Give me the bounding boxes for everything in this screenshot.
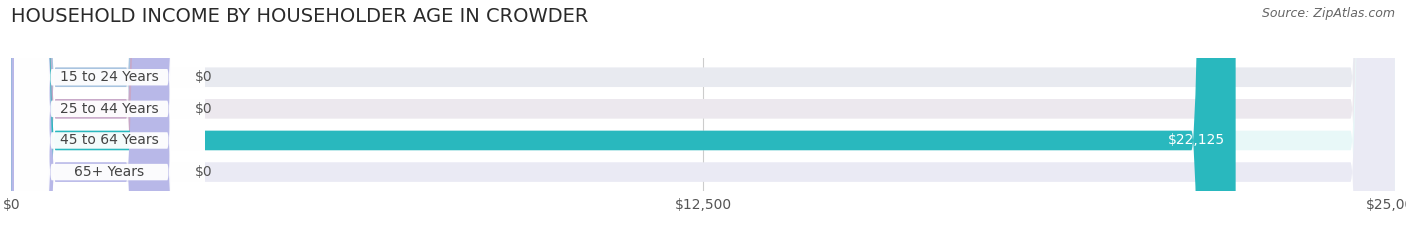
FancyBboxPatch shape [14,0,205,233]
Text: $0: $0 [195,165,212,179]
FancyBboxPatch shape [11,0,1395,233]
Text: $0: $0 [195,70,212,84]
Text: $0: $0 [195,102,212,116]
FancyBboxPatch shape [11,0,1395,233]
FancyBboxPatch shape [11,0,1236,233]
FancyBboxPatch shape [11,0,170,233]
Text: Source: ZipAtlas.com: Source: ZipAtlas.com [1261,7,1395,20]
FancyBboxPatch shape [11,0,170,233]
FancyBboxPatch shape [11,0,1395,233]
Text: 15 to 24 Years: 15 to 24 Years [60,70,159,84]
FancyBboxPatch shape [14,0,205,233]
Text: 65+ Years: 65+ Years [75,165,145,179]
Text: $22,125: $22,125 [1167,134,1225,147]
FancyBboxPatch shape [14,0,205,233]
FancyBboxPatch shape [11,0,170,233]
Text: 45 to 64 Years: 45 to 64 Years [60,134,159,147]
Text: HOUSEHOLD INCOME BY HOUSEHOLDER AGE IN CROWDER: HOUSEHOLD INCOME BY HOUSEHOLDER AGE IN C… [11,7,589,26]
FancyBboxPatch shape [11,0,1395,233]
Text: 25 to 44 Years: 25 to 44 Years [60,102,159,116]
FancyBboxPatch shape [14,0,205,233]
